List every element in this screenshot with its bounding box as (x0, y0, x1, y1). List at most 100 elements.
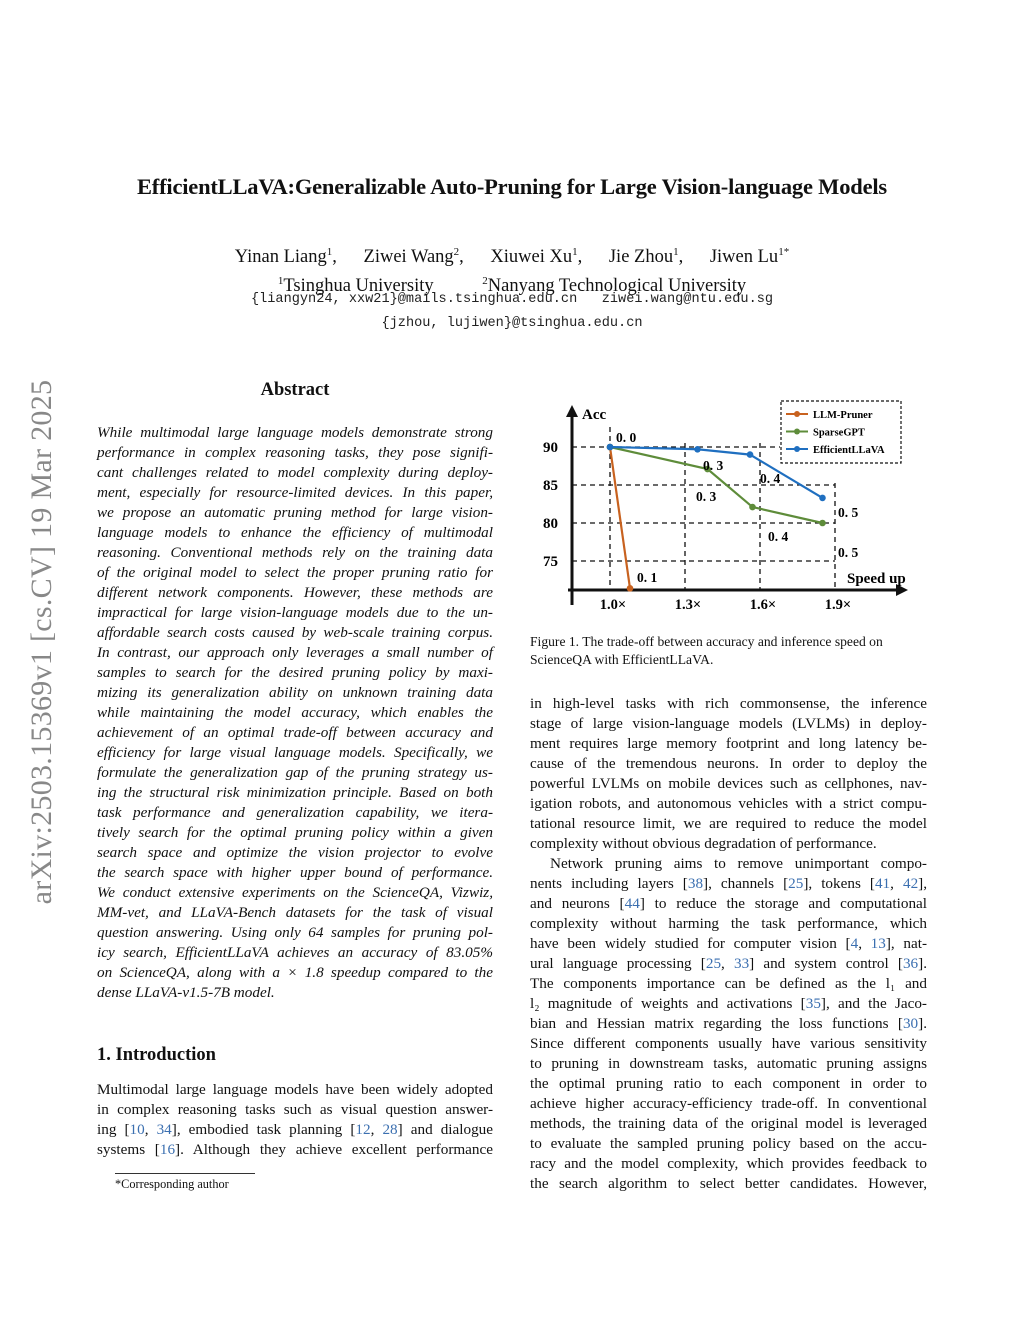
text-line: igation robots, and autonomous vehicles … (530, 795, 927, 812)
text-line: The components importance can be defined… (530, 975, 927, 992)
citation-link[interactable]: 13 (870, 935, 886, 952)
text-line: achievement of an optimal trade-off betw… (97, 724, 493, 741)
text-line: reasoning. Conventional methods rely on … (97, 544, 493, 561)
text-line: racy and the model complexity, which pro… (530, 1155, 927, 1172)
text-line: impractical for large vision-language mo… (97, 604, 493, 621)
citation-link[interactable]: 4 (850, 935, 859, 952)
text-line: we propose an automatic pruning method f… (97, 504, 493, 521)
citation-link[interactable]: 25 (788, 875, 804, 892)
x-tick-label: 1.6× (750, 597, 776, 613)
citation-link[interactable]: 34 (156, 1121, 172, 1138)
text-line: the search algorithm to select better ca… (530, 1175, 927, 1192)
data-point-efficientllava (819, 494, 826, 502)
text-line: We conduct extensive experiments on the … (97, 884, 493, 901)
citation-link[interactable]: 42 (902, 875, 919, 892)
point-annotation: 0. 3 (703, 458, 724, 473)
citation-link[interactable]: 12 (355, 1121, 371, 1138)
legend-label: EfficientLLaVA (813, 445, 885, 456)
series-line-llm-pruner (608, 446, 632, 589)
email: ziwei.wang@ntu.edu.sg (601, 292, 774, 307)
data-point-sparsegpt (749, 503, 756, 511)
footnote: *Corresponding author (115, 1177, 229, 1191)
citation-link[interactable]: 28 (382, 1121, 398, 1138)
text-line: methods, the training data of the origin… (530, 1115, 927, 1132)
author: Ziwei Wang2, (363, 246, 464, 268)
text-line: ural language processing [25, 33] and sy… (530, 955, 927, 972)
x-tick-label: 1.9× (825, 597, 851, 613)
text-line: in high-level tasks with rich commonsens… (530, 695, 927, 712)
citation-link[interactable]: 30 (902, 1015, 919, 1032)
text-line: search space and optimize the vision pro… (97, 844, 493, 861)
citation-link[interactable]: 36 (902, 955, 919, 972)
figure-caption: Figure 1. The trade-off between accuracy… (530, 633, 927, 669)
text-line: ment requires large memory footprint and… (530, 735, 927, 752)
email-line: {liangyn24, xxw21}@mails.tsinghua.edu.cn… (0, 292, 1024, 307)
email-line: {jzhou, lujiwen}@tsinghua.edu.cn (381, 316, 643, 331)
text-line: question answering. Using only 64 sample… (97, 924, 493, 941)
author: Jie Zhou1, (608, 246, 684, 268)
text-line: Multimodal large language models have be… (97, 1081, 493, 1098)
email: {liangyn24, xxw21}@mails.tsinghua.edu.cn (250, 292, 578, 307)
legend-marker (794, 428, 800, 435)
citation-link[interactable]: 41 (874, 875, 891, 892)
citation-link[interactable]: 10 (129, 1121, 145, 1138)
data-point-sparsegpt (704, 465, 711, 473)
affiliation: 2Nanyang Technological University (482, 275, 747, 297)
y-tick-label: 85 (543, 478, 558, 494)
point-annotation: 0. 4 (768, 529, 789, 544)
text-line: on ScienceQA, along with a × 1.8 speedup… (97, 964, 493, 981)
citation-link[interactable]: 16 (159, 1141, 176, 1158)
abstract-body: While multimodal large language models d… (97, 423, 493, 1003)
text-line: efficiency for large visual language mod… (97, 744, 493, 761)
y-tick-label: 80 (543, 516, 558, 532)
introduction-left-column: Multimodal large language models have be… (97, 1080, 493, 1160)
text-line: Since different components usually have … (530, 1035, 927, 1052)
text-line: and neurons [44] to reduce the storage a… (530, 895, 928, 912)
citation-link[interactable]: 25 (705, 955, 722, 972)
text-line: powerful LVLMs on mobile devices such as… (530, 775, 927, 792)
author-list: Yinan Liang1, Ziwei Wang2, Xiuwei Xu1, J… (0, 240, 1024, 269)
x-axis-arrow-icon (896, 584, 908, 596)
text-line: Network pruning aims to remove unimporta… (550, 855, 927, 872)
y-axis-arrow-icon (566, 405, 578, 417)
text-line: systems [16]. Although they achieve exce… (97, 1141, 494, 1158)
text-line: tational resource limit, we are required… (530, 815, 927, 832)
data-point-efficientllava (694, 445, 701, 453)
text-line: to evaluate the sampled pruning policy b… (530, 1135, 927, 1152)
x-tick-label: 1.0× (600, 597, 626, 613)
text-line: in complex reasoning tasks such as visua… (97, 1101, 493, 1118)
text-line: language models to enhance the efficienc… (97, 524, 493, 541)
text-line: of the original model to select the prop… (97, 564, 493, 581)
citation-link[interactable]: 35 (805, 995, 821, 1012)
text-line: ment, especially for resource-limited de… (97, 484, 493, 501)
text-line: stage of large vision-language models (L… (530, 715, 927, 732)
author: Jiwen Lu1* (709, 246, 790, 268)
legend-label: LLM-Pruner (813, 410, 873, 421)
caption-line: Figure 1. The trade-off between accuracy… (530, 634, 883, 649)
x-axis-label: Speed up (847, 571, 906, 587)
introduction-heading: 1. Introduction (97, 1045, 216, 1065)
introduction-right-column: in high-level tasks with rich commonsens… (530, 694, 927, 1194)
text-line: formulate the generalization gap of the … (97, 764, 493, 781)
text-line: nents including layers [38], channels [2… (530, 875, 928, 892)
text-line: task performance and generalization capa… (97, 804, 493, 821)
text-line: ing the structural risk minimization pri… (97, 784, 493, 801)
text-line: have been widely studied for computer vi… (530, 935, 928, 952)
citation-link[interactable]: 44 (624, 895, 640, 912)
data-point-efficientllava (746, 451, 754, 458)
text-line: different network components. However, t… (97, 584, 493, 601)
citation-link[interactable]: 33 (733, 955, 750, 972)
author: Xiuwei Xu1, (490, 246, 583, 268)
series-line-sparsegpt (609, 445, 823, 525)
text-line: MM-vet, and LLaVA-Bench datasets for the… (97, 904, 493, 921)
author: Yinan Liang1, (234, 246, 337, 268)
affiliation-list: 1Tsinghua University 2Nanyang Technologi… (0, 269, 1024, 298)
text-line: In contrast, our approach only leverages… (97, 644, 493, 661)
y-axis-label: Acc (582, 407, 606, 423)
legend-label: SparseGPT (813, 428, 865, 439)
point-annotation: 0. 3 (696, 489, 717, 504)
citation-link[interactable]: 38 (687, 875, 704, 892)
text-line: affordable search costs caused by web-sc… (97, 624, 493, 641)
author-block: Yinan Liang1, Ziwei Wang2, Xiuwei Xu1, J… (0, 240, 1024, 298)
text-line: while maintaining the model accuracy, wh… (97, 704, 493, 721)
